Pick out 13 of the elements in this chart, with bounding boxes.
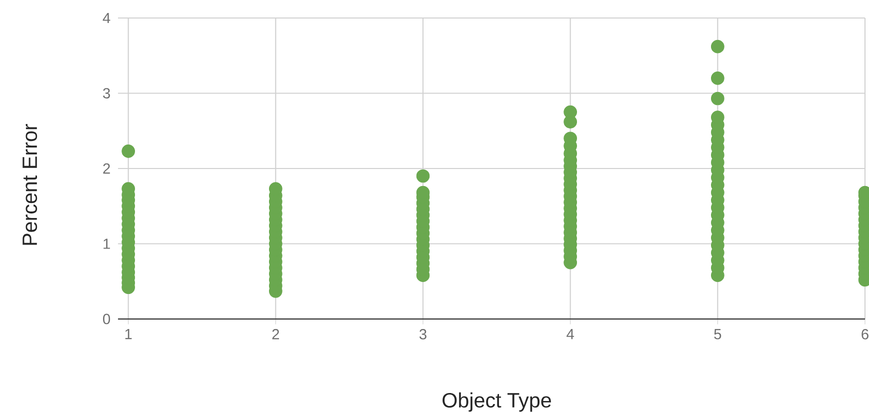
x-tick-label: 3 [419,329,426,340]
y-tick-label: 4 [102,12,110,24]
y-axis-title: Percent Error [22,124,38,245]
y-tick-label: 1 [104,238,110,249]
y-tick-label: 2 [103,163,110,174]
x-tick-label: 4 [566,329,574,340]
x-axis-title: Object Type [442,392,551,412]
x-tick-label: 2 [272,329,280,340]
y-tick-label: 3 [103,88,110,98]
x-tick-label: 6 [862,329,868,340]
y-tick-label: 0 [103,314,110,324]
x-tick-label: 5 [714,329,722,340]
x-tick-label: 1 [125,329,132,340]
